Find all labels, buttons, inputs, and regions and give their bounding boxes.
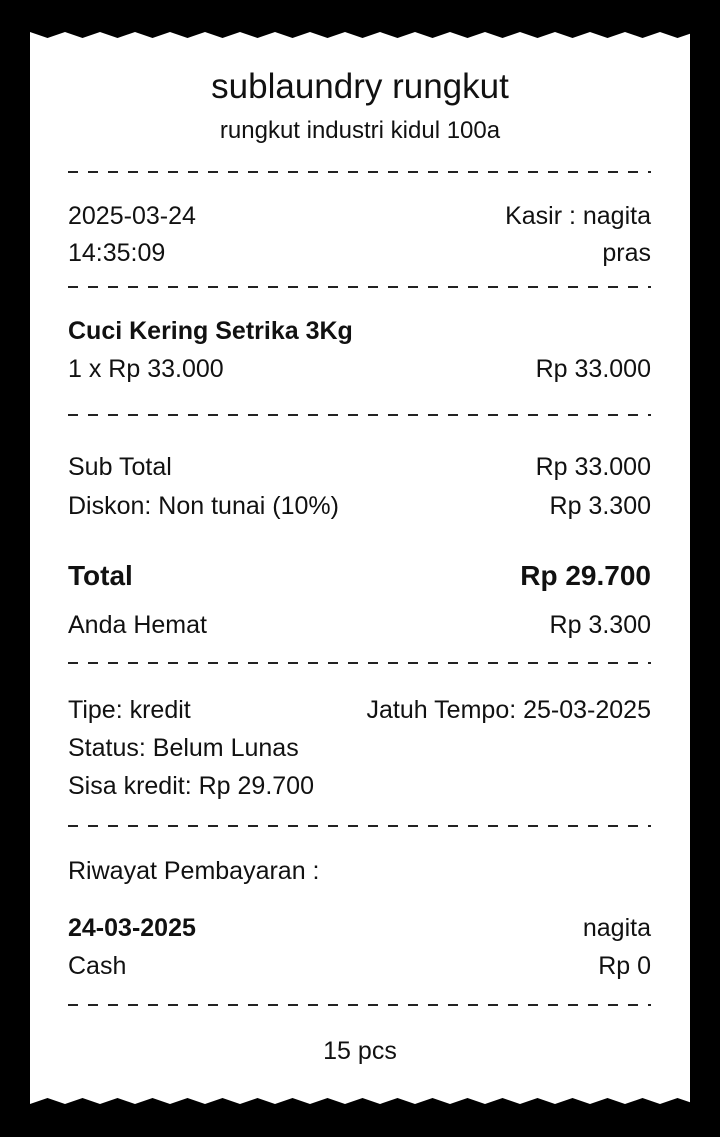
store-address: rungkut industri kidul 100a [219,117,501,144]
total-value: Rp 29.700 [520,560,651,591]
store-name: sublaundry rungkut [211,67,509,106]
history-method: Cash [68,952,127,980]
item-row: Cuci Kering Setrika 3Kg [68,316,651,346]
total-label: Total [68,560,133,591]
due-date: Jatuh Tempo: 25-03-2025 [366,696,651,724]
history-amount: Rp 0 [598,952,651,980]
subtotal-value: Rp 33.000 [535,453,651,481]
saving-value: Rp 3.300 [549,611,651,639]
receipt-time: 14:35:09 [68,239,166,267]
receipt-bottom-edge [30,1094,690,1104]
receipt-paper [30,40,690,1098]
saving-label: Anda Hemat [68,611,207,639]
remaining-credit: Sisa kredit: Rp 29.700 [68,772,314,800]
subtotal-label: Sub Total [68,453,172,481]
divider [68,286,651,288]
receipt-date: 2025-03-24 [68,202,196,230]
divider [68,414,651,416]
divider [68,171,651,173]
item-name: Cuci Kering Setrika 3Kg [68,317,353,345]
divider [68,825,651,827]
payment-history-title: Riwayat Pembayaran : [68,857,320,885]
customer-name: pras [602,239,651,267]
discount-label: Diskon: Non tunai (10%) [68,492,339,520]
divider [68,662,651,664]
payment-type: Tipe: kredit [68,696,191,724]
payment-status: Status: Belum Lunas [68,734,299,762]
pieces-count: 15 pcs [323,1037,397,1065]
item-amount: Rp 33.000 [535,355,651,383]
item-qty-price: 1 x Rp 33.000 [68,355,224,383]
discount-value: Rp 3.300 [549,492,651,520]
receipt-top-edge [30,32,690,42]
history-date: 24-03-2025 [68,914,196,942]
history-user: nagita [582,914,651,942]
divider [68,1004,651,1006]
cashier: Kasir : nagita [505,202,651,230]
